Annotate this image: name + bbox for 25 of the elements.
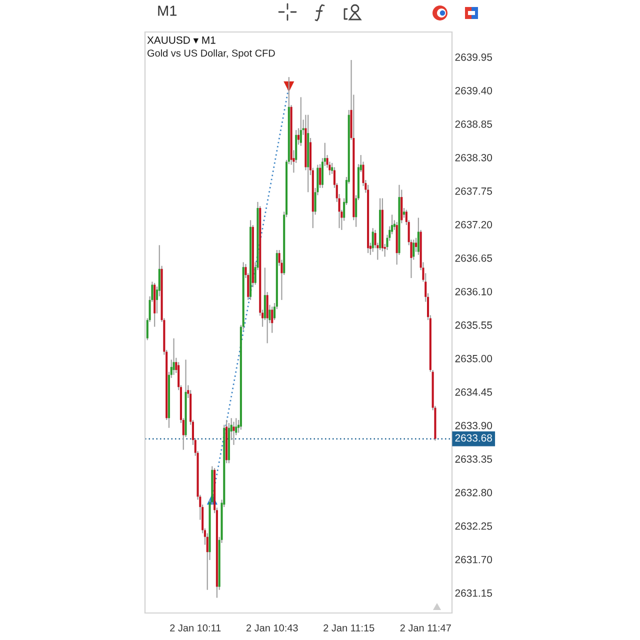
x-tick-label: 2 Jan 11:15 [324, 624, 374, 632]
x-tick-label: 2 Jan 11:47 [400, 624, 451, 632]
y-tick-label: 2637.20 [455, 220, 492, 228]
y-tick-label: 2638.85 [455, 120, 492, 128]
y-tick-label: 2636.65 [455, 254, 492, 262]
y-tick-label: 2632.25 [455, 522, 492, 530]
y-tick-label: 2632.80 [455, 488, 492, 496]
y-tick-label: 2633.35 [455, 455, 492, 463]
y-tick-label: 2635.55 [455, 321, 492, 329]
text: M1 [158, 6, 177, 16]
y-tick-label: 2631.70 [455, 556, 492, 564]
x-tick-label: 2 Jan 10:11 [170, 624, 221, 632]
y-tick-label: 2639.40 [455, 86, 492, 94]
y-tick-label: 2631.15 [455, 589, 492, 597]
text: Gold vs US Dollar, Spot CFD [148, 49, 275, 59]
x-tick-label: 2 Jan 10:43 [246, 624, 298, 632]
y-tick-label: 2633.90 [455, 422, 492, 430]
y-tick-label: 2635.00 [455, 354, 492, 362]
y-tick-label: 2634.45 [455, 388, 492, 396]
y-tick-label: 2639.95 [455, 53, 492, 61]
chart-title: XAUUSD ▾ M1 [147, 36, 216, 44]
ref-line-label: 2633.68 [455, 434, 492, 442]
y-tick-label: 2636.10 [455, 288, 492, 296]
y-tick-label: 2638.30 [455, 154, 492, 162]
y-tick-label: 2637.75 [455, 187, 492, 195]
